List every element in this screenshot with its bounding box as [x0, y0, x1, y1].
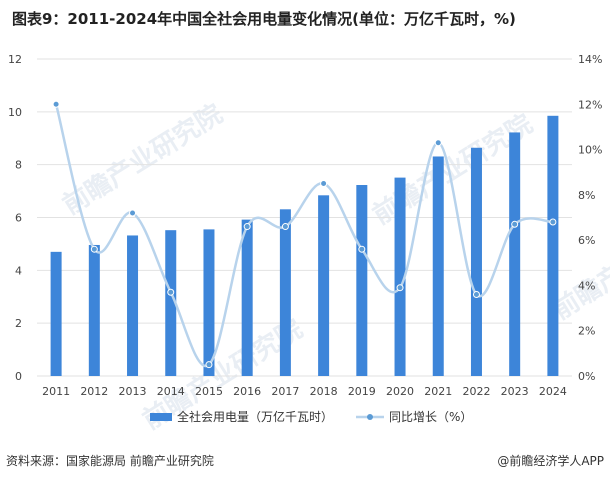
- bar: [509, 132, 521, 376]
- y-left-tick-label: 0: [15, 370, 22, 383]
- x-tick-label: 2015: [195, 385, 223, 398]
- x-tick-label: 2014: [157, 385, 185, 398]
- watermark-text: 前瞻产业研究院: [57, 98, 228, 221]
- growth-point: [434, 139, 442, 147]
- x-tick-label: 2011: [42, 385, 70, 398]
- x-tick-label: 2020: [386, 385, 414, 398]
- x-tick-label: 2019: [348, 385, 376, 398]
- y-left-tick-label: 6: [15, 212, 22, 225]
- growth-point: [396, 284, 404, 292]
- y-left-tick-label: 8: [15, 159, 22, 172]
- axes: 0 2 4 6 8 10 12 0% 2% 4% 6% 8% 10% 12% 14% 2011 2012 2013…: [8, 53, 602, 398]
- legend: 全社会用电量（万亿千瓦时） 同比增长（%）: [150, 409, 472, 424]
- legend-line-marker: [367, 414, 373, 420]
- growth-point: [205, 361, 213, 369]
- bar: [470, 147, 482, 376]
- y-right-tick-label: 14%: [578, 53, 602, 66]
- y-right-tick-label: 4%: [578, 279, 595, 292]
- bar: [432, 156, 444, 376]
- growth-point: [281, 223, 289, 231]
- y-left-tick-label: 4: [15, 264, 22, 277]
- bar-series: [50, 115, 559, 376]
- growth-point: [167, 288, 175, 296]
- y-right-tick-label: 10%: [578, 144, 602, 157]
- y-right-tick-label: 0%: [578, 370, 595, 383]
- y-left-tick-label: 2: [15, 317, 22, 330]
- bar: [394, 177, 406, 376]
- growth-point: [320, 180, 328, 188]
- brand-label: @前瞻经济学人APP: [497, 454, 604, 468]
- bar: [165, 230, 177, 376]
- bar: [88, 244, 100, 376]
- x-tick-label: 2021: [424, 385, 452, 398]
- bar: [547, 115, 559, 376]
- legend-bar-swatch: [150, 413, 172, 421]
- bar: [279, 209, 291, 376]
- x-tick-label: 2022: [462, 385, 490, 398]
- line-series: [52, 100, 557, 369]
- x-tick-label: 2023: [501, 385, 529, 398]
- y-left-tick-label: 10: [8, 106, 22, 119]
- y-left-tick-label: 12: [8, 53, 22, 66]
- bar: [318, 195, 330, 376]
- bar: [241, 219, 253, 376]
- x-tick-label: 2013: [119, 385, 147, 398]
- bar: [356, 185, 368, 376]
- chart-title: 图表9：2011-2024年中国全社会用电量变化情况(单位：万亿千瓦时，%): [12, 10, 516, 28]
- x-tick-label: 2012: [80, 385, 108, 398]
- y-right-tick-label: 12%: [578, 98, 602, 111]
- bar: [127, 235, 139, 376]
- bar: [203, 229, 215, 376]
- y-right-tick-label: 2%: [578, 325, 595, 338]
- x-tick-label: 2018: [310, 385, 338, 398]
- y-right-tick-label: 8%: [578, 189, 595, 202]
- growth-point: [243, 223, 251, 231]
- x-tick-label: 2016: [233, 385, 261, 398]
- growth-point: [472, 290, 480, 298]
- growth-point: [90, 245, 98, 253]
- growth-point: [52, 100, 60, 108]
- legend-line-label: 同比增长（%）: [389, 410, 472, 424]
- y-right-tick-label: 6%: [578, 234, 595, 247]
- growth-point: [129, 209, 137, 217]
- growth-point: [511, 220, 519, 228]
- grid-lines: [37, 58, 572, 377]
- bar: [50, 251, 62, 376]
- growth-point: [549, 218, 557, 226]
- x-tick-label: 2017: [271, 385, 299, 398]
- legend-bar-label: 全社会用电量（万亿千瓦时）: [177, 409, 333, 424]
- source-note: 资料来源：国家能源局 前瞻产业研究院: [6, 454, 214, 468]
- x-tick-label: 2024: [539, 385, 567, 398]
- growth-point: [358, 245, 366, 253]
